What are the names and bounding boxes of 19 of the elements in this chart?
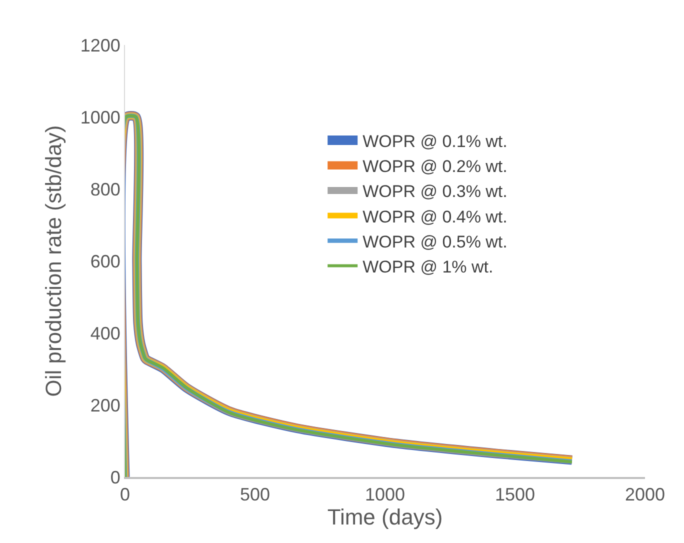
legend-label: WOPR @ 0.3% wt. [362,182,508,202]
y-tick-label: 1000 [80,107,120,128]
y-tick-label: 1200 [80,35,120,56]
legend-label: WOPR @ 0.2% wt. [362,157,508,176]
y-tick-label: 0 [110,467,120,488]
y-tick-label: 600 [90,251,120,272]
x-tick-label: 1500 [494,484,536,505]
x-axis-title: Time (days) [327,504,443,530]
y-tick-label: 800 [90,179,120,200]
x-tick-label: 1000 [364,484,406,505]
legend-label: WOPR @ 0.5% wt. [362,232,508,252]
legend-label: WOPR @ 0.4% wt. [362,207,508,226]
x-tick-label: 500 [240,484,270,505]
y-tick-label: 400 [90,323,120,344]
y-axis-title: Oil production rate (stb/day) [41,125,66,397]
legend-label: WOPR @ 0.1% wt. [362,132,508,151]
legend-label: WOPR @ 1% wt. [362,257,494,276]
y-tick-label: 200 [90,395,120,416]
x-tick-label: 2000 [624,484,666,505]
